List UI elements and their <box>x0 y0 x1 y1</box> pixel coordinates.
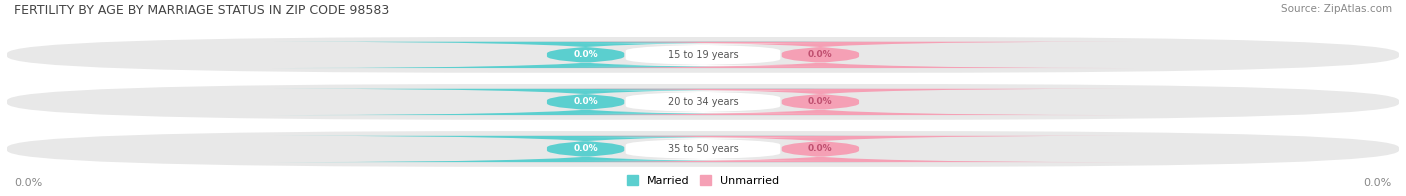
FancyBboxPatch shape <box>273 136 898 162</box>
Text: FERTILITY BY AGE BY MARRIAGE STATUS IN ZIP CODE 98583: FERTILITY BY AGE BY MARRIAGE STATUS IN Z… <box>14 4 389 17</box>
Text: 15 to 19 years: 15 to 19 years <box>668 50 738 60</box>
Text: 35 to 50 years: 35 to 50 years <box>668 144 738 154</box>
FancyBboxPatch shape <box>7 84 1399 120</box>
FancyBboxPatch shape <box>569 91 837 113</box>
FancyBboxPatch shape <box>508 89 1133 115</box>
Text: 0.0%: 0.0% <box>1364 178 1392 188</box>
Text: Source: ZipAtlas.com: Source: ZipAtlas.com <box>1281 4 1392 14</box>
Text: 0.0%: 0.0% <box>808 50 832 59</box>
FancyBboxPatch shape <box>273 89 898 115</box>
Text: 20 to 34 years: 20 to 34 years <box>668 97 738 107</box>
Text: 0.0%: 0.0% <box>574 97 598 106</box>
FancyBboxPatch shape <box>273 42 898 68</box>
FancyBboxPatch shape <box>7 37 1399 73</box>
Text: 0.0%: 0.0% <box>808 144 832 153</box>
FancyBboxPatch shape <box>508 42 1133 68</box>
FancyBboxPatch shape <box>7 131 1399 167</box>
Text: 0.0%: 0.0% <box>14 178 42 188</box>
FancyBboxPatch shape <box>569 138 837 160</box>
FancyBboxPatch shape <box>569 44 837 66</box>
FancyBboxPatch shape <box>508 136 1133 162</box>
Text: 0.0%: 0.0% <box>808 97 832 106</box>
Text: 0.0%: 0.0% <box>574 50 598 59</box>
Legend: Married, Unmarried: Married, Unmarried <box>621 171 785 191</box>
Text: 0.0%: 0.0% <box>574 144 598 153</box>
